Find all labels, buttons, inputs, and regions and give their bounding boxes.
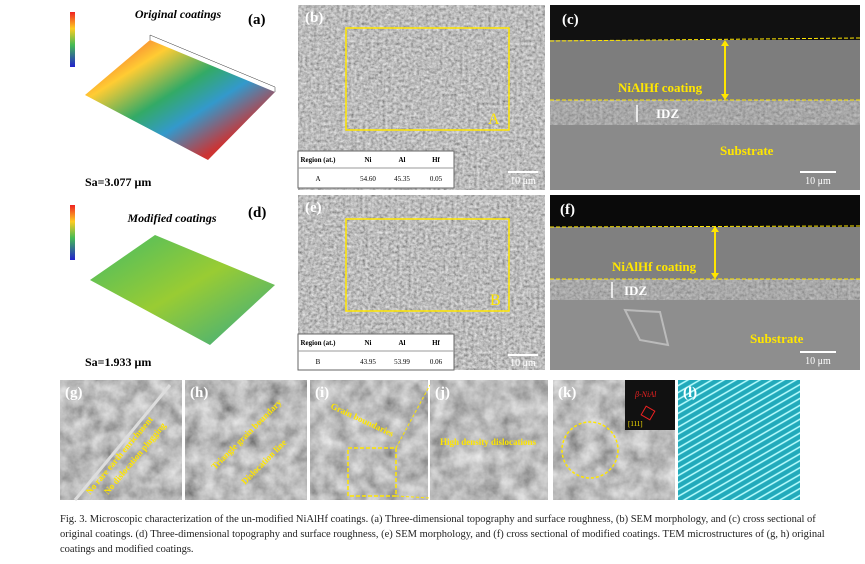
panel-label: (f)	[560, 202, 575, 218]
table-header: Ni	[365, 339, 372, 347]
panel-label: (k)	[558, 385, 576, 401]
scale-bar: 10 μm	[510, 358, 536, 369]
panel-l: (l)	[678, 380, 800, 500]
caption: Fig. 3. Microscopic characterization of …	[60, 514, 825, 555]
panel-b: A (b) Region (at.) Ni Al Hf A 54.60 45.3…	[297, 5, 545, 190]
panel-title: Modified coatings	[127, 211, 217, 225]
table-header: Al	[399, 156, 406, 164]
panel-label: (l)	[683, 385, 697, 401]
panel-label: (h)	[190, 385, 208, 401]
table-cell: 0.05	[430, 175, 443, 183]
roughness: Sa=3.077 μm	[85, 175, 151, 189]
panel-k: β-NiAl [111] (k)	[553, 380, 675, 500]
roughness: Sa=1.933 μm	[85, 355, 151, 369]
layer-label: IDZ	[656, 106, 679, 121]
tem-image	[185, 380, 307, 500]
table-header: Hf	[432, 339, 440, 347]
tem-image	[310, 380, 428, 500]
panel-label: (b)	[305, 10, 323, 26]
annotation: β-NiAl	[634, 390, 657, 399]
panel-label: (g)	[65, 385, 83, 401]
table-cell: 43.95	[360, 358, 376, 366]
panel-j: High density dislocations (j)	[430, 380, 548, 500]
region-label: B	[490, 292, 501, 309]
panel-label: (i)	[315, 385, 329, 401]
scale-bar: 10 μm	[805, 176, 831, 187]
panel-label: (a)	[248, 12, 266, 28]
layer-label: NiAlHf coating	[612, 259, 697, 274]
topography-map	[90, 235, 275, 345]
topography-map	[85, 40, 275, 160]
panel-label: (d)	[248, 205, 266, 221]
panel-h: Triangle grain boundary Dislocation line…	[185, 380, 307, 500]
layer-label: NiAlHf coating	[618, 80, 703, 95]
panel-a: Original coatings (a) Sa=3.077 μm	[70, 7, 276, 189]
region-label: A	[488, 111, 500, 128]
table-cell: B	[316, 358, 321, 366]
table-header: Region (at.)	[301, 339, 337, 347]
layer-label: Substrate	[720, 143, 774, 158]
layer-label: Substrate	[750, 331, 804, 346]
panel-title: Original coatings	[135, 7, 222, 21]
layer-label: IDZ	[624, 283, 647, 298]
table-header: Ni	[365, 156, 372, 164]
table-header: Region (at.)	[301, 156, 337, 164]
panel-e: B (e) Region (at.) Ni Al Hf B 43.95 53.9…	[297, 195, 545, 371]
panel-d: Modified coatings (d) Sa=1.933 μm	[70, 205, 275, 369]
table-header: Hf	[432, 156, 440, 164]
tem-image	[430, 380, 548, 500]
panel-f: NiAlHf coating IDZ Substrate (f) 10 μm	[549, 195, 861, 370]
panel-label: (c)	[562, 12, 579, 28]
hrtem-image	[678, 380, 800, 500]
panel-label: (j)	[435, 385, 450, 401]
table-cell: 54.60	[360, 175, 376, 183]
panel-g: No rare earth enrichment No dislocation …	[60, 380, 182, 501]
annotation: [111]	[628, 420, 643, 428]
color-bar	[70, 205, 75, 260]
tem-image	[60, 380, 182, 500]
panel-i: Grain boundaries (i)	[310, 380, 431, 500]
color-bar	[70, 12, 75, 67]
annotation: High density dislocations	[440, 437, 537, 447]
table-cell: A	[315, 175, 320, 183]
scale-bar: 10 μm	[805, 356, 831, 367]
diffraction-pattern	[625, 380, 675, 430]
table-cell: 53.99	[394, 358, 410, 366]
table-cell: 0.06	[430, 358, 443, 366]
table-cell: 45.35	[394, 175, 410, 183]
panel-label: (e)	[305, 200, 322, 216]
figure: Original coatings (a) Sa=3.077 μm A (b) …	[60, 5, 861, 501]
scale-bar: 10 μm	[510, 176, 536, 187]
table-header: Al	[399, 339, 406, 347]
panel-c: NiAlHf coating IDZ Substrate (c) 10 μm	[549, 5, 861, 190]
